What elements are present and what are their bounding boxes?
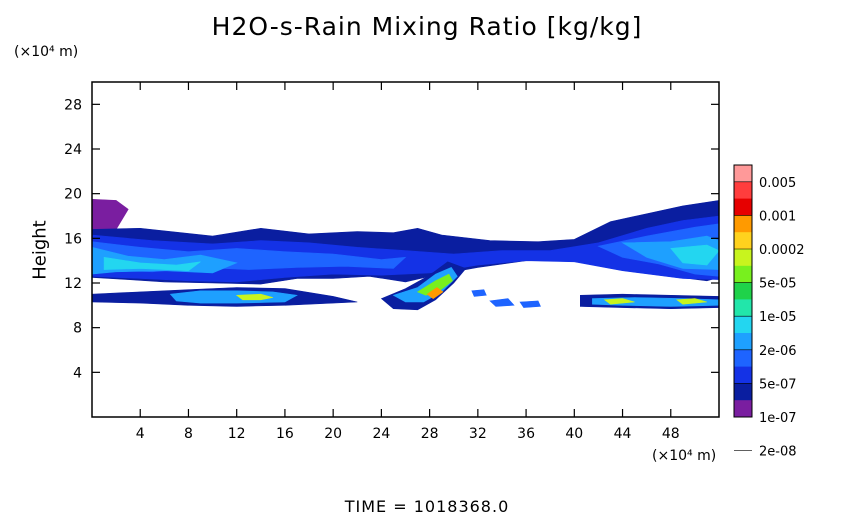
y-tick-label: 20 bbox=[64, 187, 82, 203]
x-tick-label: 16 bbox=[276, 426, 294, 442]
contour-region-13 bbox=[392, 267, 458, 303]
colorbar-swatch bbox=[734, 366, 752, 384]
contour-region-20 bbox=[489, 298, 515, 307]
x-tick-label: 24 bbox=[372, 426, 390, 442]
colorbar-swatch bbox=[734, 383, 752, 401]
contour-region-0 bbox=[92, 198, 129, 230]
colorbar: 0.005 0.001 0.0002 5e-05 1e-05 2e-06 5e-07 1e-0… bbox=[733, 164, 805, 460]
contour-region-8 bbox=[670, 244, 719, 266]
field-contours bbox=[92, 198, 719, 311]
x-tick-label: 12 bbox=[228, 426, 246, 442]
y-tick-label: 16 bbox=[64, 231, 82, 247]
contour-region-18 bbox=[603, 298, 635, 305]
time-footer: TIME = 1018368.0 bbox=[344, 497, 510, 516]
y-tick-label: 28 bbox=[64, 97, 82, 113]
x-tick-label: 48 bbox=[662, 426, 680, 442]
colorbar-swatch bbox=[734, 400, 752, 418]
contour-region-14 bbox=[416, 273, 453, 296]
y-unit-label: (×10⁴ m) bbox=[14, 44, 79, 60]
x-tick-label: 32 bbox=[469, 426, 487, 442]
colorbar-swatch bbox=[734, 215, 752, 233]
x-tick-label: 28 bbox=[421, 426, 439, 442]
contour-region-21 bbox=[519, 300, 541, 308]
colorbar-label: 2e-06 bbox=[759, 344, 797, 359]
x-tick-label: 36 bbox=[517, 426, 535, 442]
colorbar-swatch bbox=[734, 165, 752, 183]
colorbar-label: 0.005 bbox=[759, 176, 796, 191]
colorbar-label: 1e-07 bbox=[759, 411, 797, 426]
y-tick-label: 4 bbox=[73, 365, 82, 381]
colorbar-swatch bbox=[734, 333, 752, 351]
contour-region-10 bbox=[169, 290, 298, 304]
contour-region-7 bbox=[103, 256, 201, 272]
colorbar-label: 5e-07 bbox=[759, 377, 797, 392]
y-tick-label: 8 bbox=[73, 321, 82, 337]
x-tick-label: 8 bbox=[184, 426, 193, 442]
x-tick-label: 4 bbox=[136, 426, 145, 442]
contour-region-19 bbox=[675, 298, 707, 305]
colorbar-swatch bbox=[734, 282, 752, 300]
contour-region-22 bbox=[471, 289, 487, 297]
y-tick-label: 24 bbox=[64, 142, 82, 158]
colorbar-label: 1e-05 bbox=[759, 310, 797, 325]
colorbar-swatch bbox=[734, 232, 752, 250]
colorbar-swatch bbox=[734, 349, 752, 368]
colorbar-swatch bbox=[734, 249, 752, 267]
colorbar-swatch bbox=[734, 299, 752, 317]
colorbar-swatch bbox=[734, 181, 752, 200]
plot-frame bbox=[91, 81, 720, 418]
colorbar-label: 2e-08 bbox=[759, 445, 797, 460]
x-tick-label: 40 bbox=[565, 426, 583, 442]
colorbar-swatch bbox=[734, 316, 752, 334]
colorbar-label: 5e-05 bbox=[759, 277, 797, 292]
colorbar-swatch bbox=[734, 265, 752, 284]
y-tick-label: 12 bbox=[64, 276, 82, 292]
contour-region-15 bbox=[426, 287, 444, 299]
contour-region-11 bbox=[235, 293, 273, 301]
colorbar-label: 0.001 bbox=[759, 209, 796, 224]
x-tick-label: 44 bbox=[614, 426, 632, 442]
x-tick-label: 20 bbox=[324, 426, 342, 442]
chart-title: H2O-s-Rain Mixing Ratio [kg/kg] bbox=[211, 12, 643, 41]
colorbar-swatch bbox=[734, 198, 752, 216]
x-unit-label: (×10⁴ m) bbox=[652, 448, 717, 464]
colorbar-label: 0.0002 bbox=[759, 243, 805, 258]
